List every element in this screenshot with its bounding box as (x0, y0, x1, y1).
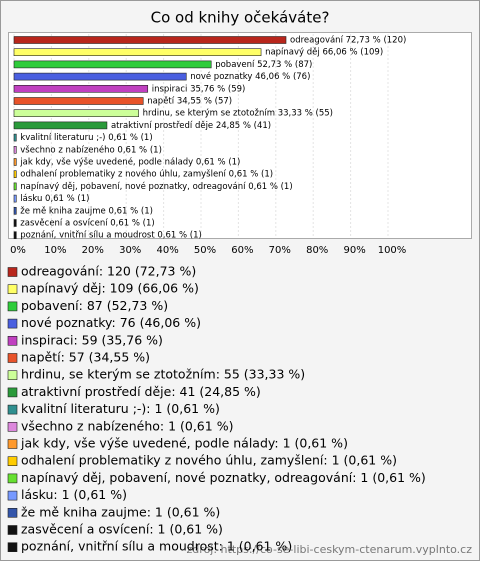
legend-swatch (7, 404, 18, 415)
bar-label: nové poznatky 46,06 % (76) (190, 71, 310, 82)
bar-label: lásku 0,61 % (1) (20, 194, 89, 204)
source: zdroj: https://co-se-libi-ceskym-ctenaru… (187, 543, 473, 556)
bar (13, 60, 212, 69)
legend-label: napínavý děj: 109 (66,06 %) (21, 281, 199, 296)
bar-label: napínavý děj 66,06 % (109) (265, 48, 383, 58)
legend-swatch (7, 456, 18, 467)
legend-label: zasvěcení a osvícení: 1 (0,61 %) (21, 522, 223, 537)
x-tick-label: 50% (194, 245, 216, 256)
legend-label: jak kdy, vše výše uvedené, podle nálady:… (20, 436, 348, 451)
legend-swatch (7, 507, 18, 518)
legend-swatch (7, 335, 18, 346)
legend-label: všechno z nabízeného: 1 (0,61 %) (21, 418, 233, 433)
legend-label: poznání, vnitřní sílu a moudrost: 1 (0,6… (21, 539, 292, 554)
bar (13, 219, 17, 227)
bar-label: odhalení problematiky z nového úhlu, zam… (20, 169, 273, 180)
legend-label: napětí: 57 (34,55 %) (21, 350, 150, 365)
x-tick-label: 70% (269, 245, 291, 256)
legend-label: lásku: 1 (0,61 %) (21, 487, 127, 502)
bar (13, 109, 139, 117)
legend-swatch (7, 421, 18, 432)
bar (13, 194, 17, 203)
x-tick-label: 0% (10, 245, 26, 256)
legend-swatch (7, 370, 18, 381)
bar-label: napínavý děj, pobavení, nové poznatky, o… (20, 181, 292, 192)
legend-label: odreagování: 120 (72,73 %) (21, 264, 196, 279)
bar-label: zasvěcení a osvícení 0,61 % (1) (20, 219, 154, 229)
legend-label: nové poznatky: 76 (46,06 %) (21, 315, 201, 330)
legend-swatch (7, 439, 18, 449)
bar (13, 133, 17, 142)
x-tick-label: 80% (306, 245, 328, 256)
legend-swatch (7, 284, 18, 295)
bar (13, 97, 144, 105)
bar (13, 36, 287, 44)
bar-label: inspiraci 35,76 % (59) (152, 84, 246, 94)
legend-swatch (7, 267, 18, 277)
legend-label: kvalitní literaturu ;-): 1 (0,61 %) (21, 401, 220, 416)
bar-label: jak kdy, vše výše uvedené, podle nálady … (19, 157, 240, 168)
bar-label: atraktivní prostředí děje 24,85 % (41) (111, 121, 271, 131)
bar (13, 48, 262, 57)
legend-swatch (7, 525, 18, 535)
bar (13, 207, 17, 215)
bar-label: poznání, vnitřní sílu a moudrost 0,61 % … (20, 231, 202, 241)
bar (13, 121, 108, 130)
bar (13, 146, 17, 154)
bar-label: že mě kniha zaujme 0,61 % (1) (20, 206, 153, 216)
legend-label: inspiraci: 59 (35,76 %) (21, 332, 163, 347)
x-tick-label: 90% (343, 245, 365, 256)
x-tick-label: 40% (156, 245, 178, 256)
bar-label: napětí 34,55 % (57) (147, 97, 232, 107)
legend-label: atraktivní prostředí děje: 41 (24,85 %) (21, 384, 261, 399)
bar-label: kvalitní literaturu ;-) 0,61 % (1) (20, 133, 152, 143)
legend-swatch (7, 473, 18, 484)
legend-label: odhalení problematiky z nového úhlu, zam… (21, 453, 397, 468)
bar-label: všechno z nabízeného 0,61 % (1) (20, 144, 162, 155)
chart-title: Co od knihy očekáváte? (151, 9, 330, 27)
bar (13, 158, 17, 166)
legend-label: že mě kniha zaujme: 1 (0,61 %) (21, 504, 220, 519)
legend-swatch (7, 301, 18, 312)
x-tick-label: 10% (44, 245, 66, 256)
x-tick-label: 30% (119, 245, 141, 256)
x-tick-label: 20% (82, 245, 104, 256)
legend-label: pobavení: 87 (52,73 %) (21, 298, 168, 313)
legend-swatch (7, 387, 18, 398)
bar (13, 170, 17, 178)
bar (13, 72, 187, 81)
bar (13, 182, 17, 191)
bar (13, 85, 149, 93)
x-tick-label: 100% (378, 245, 407, 256)
legend-swatch (7, 490, 18, 501)
legend-swatch (7, 353, 18, 363)
bar-label: hrdinu, se kterým se ztotožním 33,33 % (… (143, 109, 333, 119)
legend-label: napínavý děj, pobavení, nové poznatky, o… (21, 470, 426, 485)
legend-swatch (7, 318, 18, 329)
legend-label: hrdinu, se kterým se ztotožním: 55 (33,3… (21, 367, 305, 382)
legend-swatch (7, 542, 18, 553)
bar-label: pobavení 52,73 % (87) (215, 60, 312, 70)
bar-label: odreagování 72,73 % (120) (290, 36, 406, 46)
x-tick-label: 60% (231, 245, 253, 256)
bar (13, 231, 17, 239)
